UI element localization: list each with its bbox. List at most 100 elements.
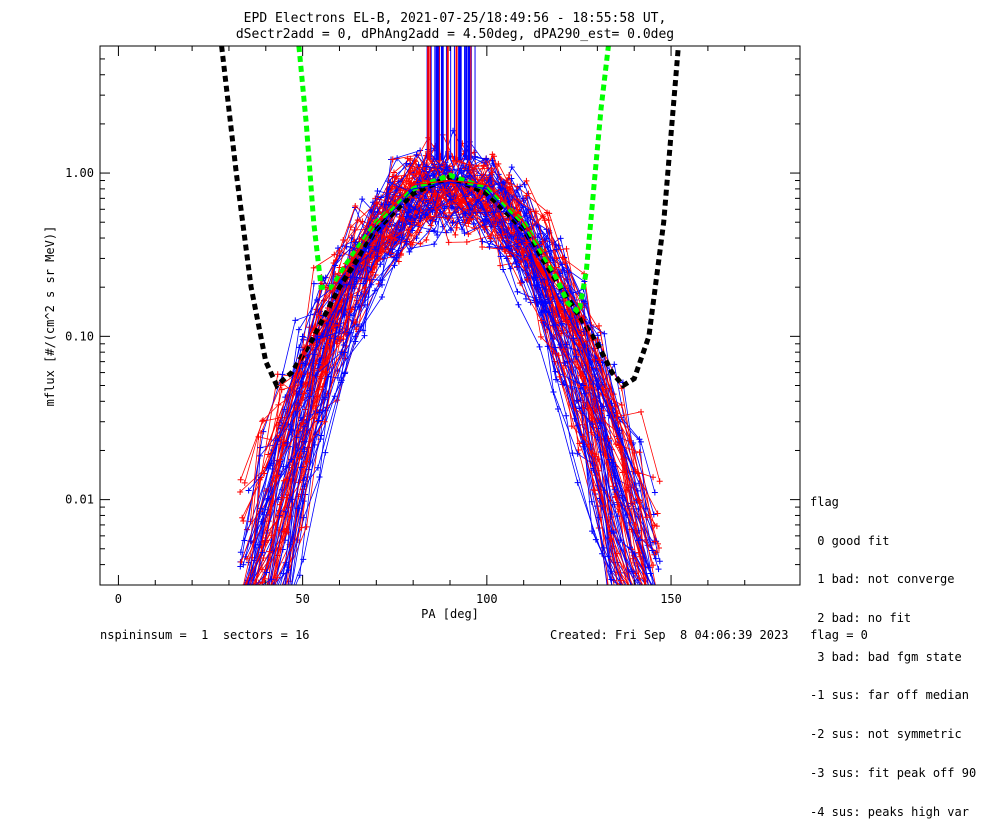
data-marker	[654, 510, 661, 517]
data-marker	[255, 541, 262, 548]
data-marker	[524, 206, 531, 213]
data-marker	[508, 175, 515, 182]
data-marker	[552, 264, 559, 271]
data-marker	[483, 155, 490, 162]
data-marker	[285, 567, 292, 574]
data-marker	[479, 244, 486, 251]
data-marker	[332, 271, 339, 278]
data-marker	[636, 480, 643, 487]
data-marker	[239, 595, 245, 601]
data-marker	[408, 232, 415, 239]
data-marker	[631, 550, 638, 557]
data-marker	[352, 319, 359, 326]
data-marker	[590, 486, 597, 493]
data-marker	[619, 456, 626, 463]
series-line-3	[265, 181, 635, 472]
data-marker	[500, 178, 507, 185]
data-marker	[249, 595, 255, 601]
data-marker	[247, 595, 253, 601]
data-marker	[651, 489, 658, 496]
data-marker	[240, 518, 247, 525]
data-marker	[274, 595, 280, 601]
data-marker	[239, 595, 245, 601]
data-marker	[647, 595, 653, 601]
data-marker	[257, 595, 263, 601]
data-marker	[243, 595, 249, 601]
data-marker	[354, 292, 361, 299]
data-marker	[287, 586, 293, 592]
data-marker	[514, 288, 521, 295]
data-marker	[238, 595, 244, 601]
data-marker	[610, 595, 616, 601]
data-marker	[465, 231, 472, 238]
data-marker	[393, 173, 400, 180]
data-marker	[407, 240, 414, 247]
x-tick-label: 0	[115, 592, 122, 606]
data-marker	[545, 217, 552, 224]
data-marker	[553, 246, 560, 253]
data-marker	[242, 595, 248, 601]
data-marker	[508, 234, 515, 241]
footer-left: nspininsum = 1 sectors = 16	[100, 628, 310, 642]
data-marker	[239, 595, 245, 601]
data-marker	[650, 589, 656, 595]
data-marker	[242, 595, 248, 601]
data-marker	[630, 595, 636, 601]
data-marker	[358, 323, 365, 330]
data-marker	[301, 438, 308, 445]
data-marker	[637, 595, 643, 601]
data-marker	[389, 156, 396, 163]
data-marker	[269, 595, 275, 601]
data-marker	[331, 251, 338, 258]
data-marker	[552, 368, 559, 375]
data-marker	[648, 595, 654, 601]
data-marker	[634, 585, 640, 591]
x-axis-label: PA [deg]	[421, 607, 479, 621]
data-marker	[257, 595, 263, 601]
data-marker	[486, 243, 493, 250]
data-marker	[278, 471, 285, 478]
data-marker	[338, 377, 345, 384]
data-marker	[237, 549, 244, 556]
data-marker	[628, 595, 634, 601]
data-marker	[417, 240, 424, 247]
data-marker	[385, 201, 392, 208]
data-marker	[248, 586, 254, 592]
data-marker	[257, 595, 263, 601]
data-marker	[499, 245, 506, 252]
data-marker	[590, 380, 597, 387]
data-marker	[241, 595, 247, 601]
data-marker	[612, 441, 619, 448]
data-marker	[606, 595, 612, 601]
data-marker	[531, 282, 538, 289]
data-marker	[550, 388, 557, 395]
data-marker	[306, 393, 313, 400]
data-marker	[646, 595, 652, 601]
data-marker	[488, 169, 495, 176]
data-marker	[625, 595, 631, 601]
data-marker	[300, 423, 307, 430]
data-marker	[589, 528, 596, 535]
data-marker	[250, 584, 252, 585]
data-marker	[237, 595, 243, 601]
data-marker	[610, 585, 616, 591]
data-marker	[242, 595, 248, 601]
data-marker	[642, 505, 649, 512]
data-marker	[313, 431, 320, 438]
data-marker	[644, 595, 650, 601]
data-marker	[359, 196, 366, 203]
data-marker	[617, 577, 624, 584]
data-marker	[238, 593, 244, 599]
legend-item: -3 sus: fit peak off 90	[810, 765, 977, 780]
data-marker	[471, 149, 478, 156]
data-marker	[244, 555, 251, 562]
data-marker	[650, 562, 657, 569]
data-marker	[626, 595, 632, 601]
data-marker	[514, 243, 521, 250]
data-marker	[630, 595, 636, 601]
data-marker	[459, 226, 466, 233]
data-marker	[559, 320, 566, 327]
data-marker	[651, 595, 657, 601]
data-marker	[467, 206, 474, 213]
data-marker	[406, 248, 413, 255]
